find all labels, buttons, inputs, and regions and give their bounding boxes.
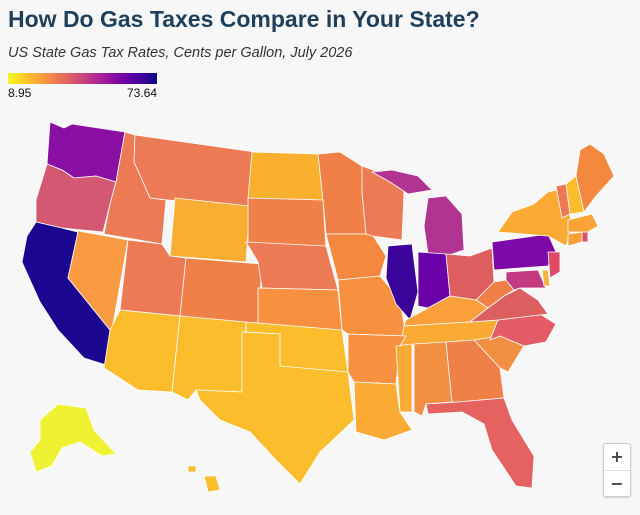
state-connecticut[interactable] [567, 231, 583, 247]
state-north-dakota[interactable] [247, 151, 324, 201]
state-hawaii[interactable] [187, 465, 221, 493]
state-alaska[interactable] [29, 403, 117, 473]
zoom-in-button[interactable]: + [610, 447, 624, 466]
us-state-map [21, 121, 615, 493]
state-delaware[interactable] [541, 269, 551, 287]
page-title: How Do Gas Taxes Compare in Your State? [8, 6, 480, 32]
state-pennsylvania[interactable] [491, 233, 557, 271]
color-scale-legend [8, 73, 157, 84]
state-michigan-lower[interactable] [423, 195, 465, 257]
zoom-out-button[interactable]: − [604, 470, 630, 496]
state-rhode-island[interactable] [581, 231, 589, 243]
state-montana[interactable] [133, 134, 256, 209]
legend-min-label: 8.95 [8, 86, 32, 100]
state-arizona[interactable] [103, 309, 181, 393]
state-new-mexico[interactable] [171, 315, 247, 401]
page-subtitle: US State Gas Tax Rates, Cents per Gallon… [8, 45, 353, 61]
state-maryland[interactable] [505, 269, 547, 291]
state-wyoming[interactable] [169, 197, 251, 263]
state-massachusetts[interactable] [567, 213, 599, 233]
state-maine[interactable] [575, 143, 615, 213]
state-colorado[interactable] [179, 257, 263, 325]
state-new-jersey[interactable] [547, 251, 561, 279]
state-texas[interactable] [195, 331, 355, 485]
state-iowa[interactable] [325, 233, 387, 281]
state-south-dakota[interactable] [247, 197, 327, 249]
state-florida[interactable] [425, 397, 535, 489]
state-mississippi[interactable] [395, 343, 413, 413]
legend-max-label: 73.64 [127, 86, 158, 100]
zoom-controls: + − [603, 443, 631, 497]
state-michigan-upper[interactable] [371, 169, 433, 195]
state-louisiana[interactable] [353, 381, 413, 441]
